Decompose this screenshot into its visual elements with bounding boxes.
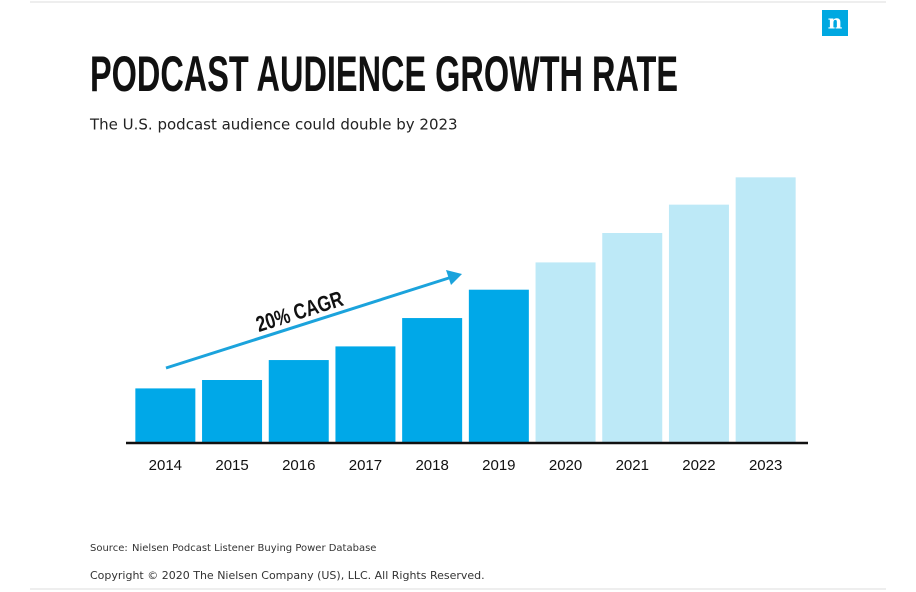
- bar: [268, 360, 329, 443]
- logo-box: [822, 10, 848, 36]
- bar: [202, 380, 263, 443]
- bar: [335, 346, 396, 443]
- x-tick-label: 2015: [215, 457, 248, 474]
- x-tick-label: 2016: [282, 457, 315, 474]
- annotation: 20% CAGR: [253, 286, 346, 337]
- x-tick-label: 2021: [616, 457, 649, 474]
- arrow-head: [446, 270, 462, 285]
- x-tick-label: 2020: [549, 457, 582, 474]
- bar: [535, 262, 596, 443]
- bar: [135, 388, 196, 443]
- bar: [468, 289, 529, 443]
- cagr-arrow: [165, 275, 453, 370]
- x-tick-label: 2019: [482, 457, 515, 474]
- x-tick-label: 2022: [682, 457, 715, 474]
- bar: [668, 204, 729, 443]
- x-tick-label: 2014: [149, 457, 182, 474]
- bar: [602, 233, 663, 443]
- copyright: Copyright © 2020 The Nielsen Company (US…: [90, 569, 485, 582]
- bar: [735, 177, 796, 443]
- x-tick-label: 2018: [415, 457, 448, 474]
- x-tick-label: 2023: [749, 457, 782, 474]
- source-label: Source:: [90, 543, 128, 554]
- chart-subtitle: The U.S. podcast audience could double b…: [89, 116, 458, 134]
- chart-title: PODCAST AUDIENCE GROWTH RATE: [90, 46, 678, 102]
- logo: n: [828, 10, 843, 34]
- source-text: Nielsen Podcast Listener Buying Power Da…: [132, 543, 376, 554]
- bar: [402, 318, 463, 443]
- x-tick-label: 2017: [349, 457, 382, 474]
